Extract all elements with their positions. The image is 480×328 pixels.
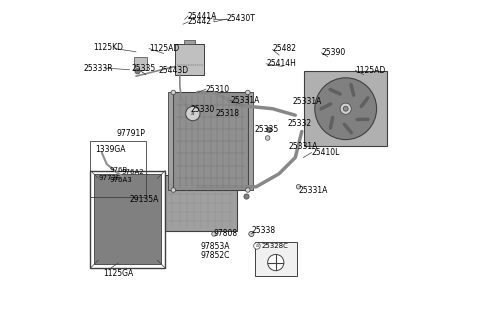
FancyArrowPatch shape [344, 124, 351, 133]
FancyArrowPatch shape [330, 117, 333, 128]
Circle shape [315, 78, 377, 140]
Circle shape [246, 90, 250, 95]
Circle shape [340, 103, 351, 114]
FancyBboxPatch shape [134, 57, 147, 70]
Text: a: a [255, 243, 258, 248]
Text: 97853A: 97853A [201, 242, 230, 251]
Text: 25331A: 25331A [230, 96, 260, 105]
Circle shape [267, 127, 272, 133]
Bar [173, 92, 248, 190]
Text: 25414H: 25414H [266, 59, 296, 68]
Text: 25430T: 25430T [227, 14, 256, 23]
Text: 1339GA: 1339GA [95, 145, 126, 154]
Text: 25332: 25332 [287, 119, 312, 129]
Circle shape [268, 255, 284, 271]
Circle shape [249, 231, 254, 236]
Bar [304, 71, 387, 146]
Circle shape [246, 188, 250, 192]
Text: 25328C: 25328C [261, 243, 288, 249]
Circle shape [244, 194, 249, 199]
Circle shape [343, 106, 348, 111]
Text: 976A3: 976A3 [110, 176, 132, 183]
Circle shape [212, 232, 216, 236]
Text: 9773F: 9773F [98, 175, 120, 181]
Text: 25330: 25330 [191, 105, 215, 114]
Text: 97808: 97808 [214, 229, 238, 238]
Bar [254, 242, 297, 276]
Text: 1125AD: 1125AD [356, 66, 386, 75]
Text: 1125GA: 1125GA [103, 269, 133, 278]
Text: 97852C: 97852C [201, 251, 230, 260]
Text: 25310: 25310 [206, 85, 230, 94]
FancyArrowPatch shape [361, 98, 368, 107]
Bar [90, 141, 146, 196]
Bar [184, 40, 195, 44]
Text: 25442: 25442 [188, 17, 212, 26]
Bar [175, 44, 204, 74]
Text: 25443D: 25443D [159, 66, 189, 75]
Bar [165, 175, 237, 231]
Bar [94, 174, 161, 264]
Text: 976A2: 976A2 [121, 169, 144, 175]
Text: 25441A: 25441A [188, 11, 217, 21]
Circle shape [135, 69, 140, 74]
Circle shape [171, 188, 176, 192]
Text: 25335: 25335 [254, 125, 279, 134]
Text: 25338: 25338 [252, 226, 276, 235]
Circle shape [171, 90, 176, 95]
Circle shape [265, 136, 270, 140]
Text: 976B: 976B [110, 167, 128, 173]
Circle shape [249, 232, 253, 236]
Text: 25390: 25390 [321, 48, 346, 57]
Text: 25331A: 25331A [299, 186, 328, 195]
FancyArrowPatch shape [351, 85, 354, 95]
Text: 25333R: 25333R [84, 64, 113, 72]
Text: 29135A: 29135A [130, 195, 159, 204]
Circle shape [253, 243, 260, 249]
Text: 25410L: 25410L [312, 148, 340, 157]
Text: 25482: 25482 [273, 44, 297, 53]
FancyArrowPatch shape [330, 90, 340, 94]
Text: 25318: 25318 [216, 109, 240, 118]
Bar [90, 171, 165, 268]
Text: 1125KD: 1125KD [94, 43, 124, 52]
Text: 25331A: 25331A [292, 97, 322, 106]
FancyArrowPatch shape [321, 104, 331, 109]
Text: 1125AD: 1125AD [149, 44, 179, 53]
Text: a: a [191, 111, 194, 116]
Circle shape [296, 184, 301, 189]
Text: 25331A: 25331A [288, 142, 317, 151]
Text: 25335: 25335 [131, 64, 156, 73]
Bar [248, 92, 253, 190]
Bar [168, 92, 173, 190]
Circle shape [186, 106, 200, 121]
Text: 97791P: 97791P [117, 129, 145, 138]
